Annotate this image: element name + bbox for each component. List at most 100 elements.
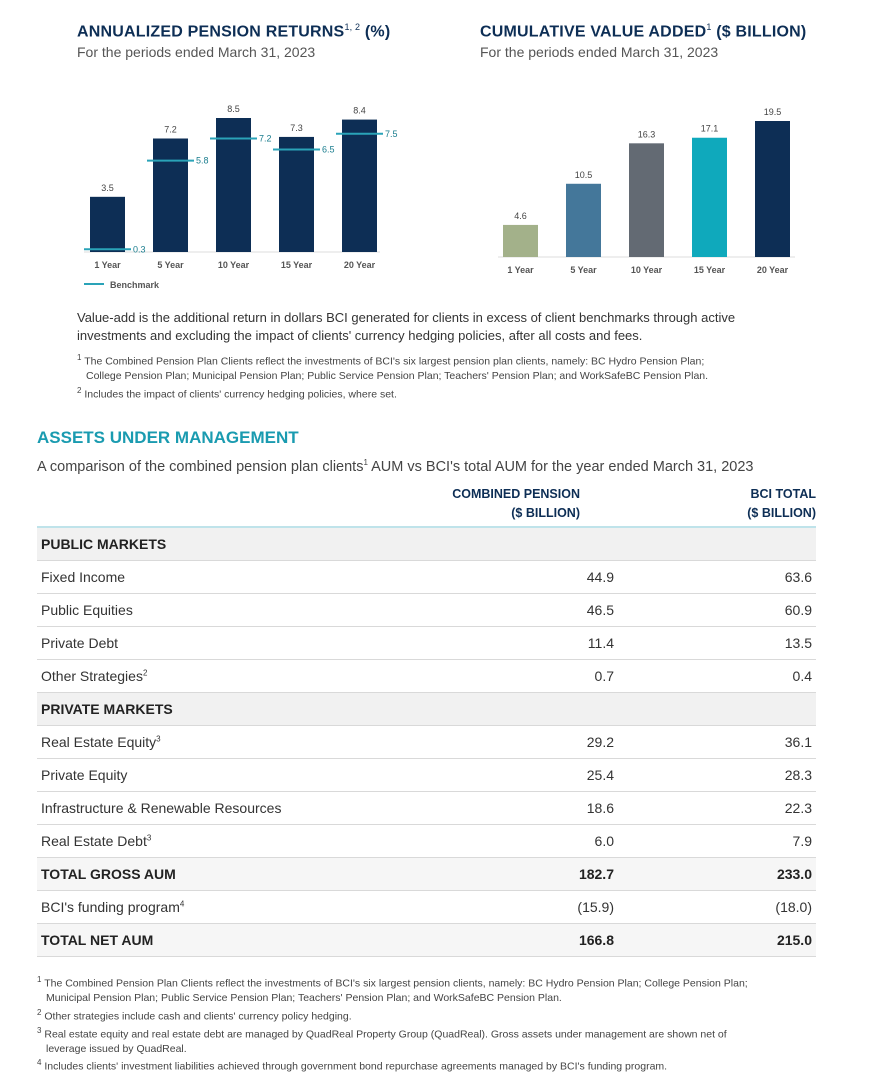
bci-total-value: 7.9 bbox=[618, 824, 816, 858]
value-added-bar bbox=[692, 137, 727, 257]
footnote: 1 The Combined Pension Plan Clients refl… bbox=[77, 353, 709, 382]
benchmark-value-label: 7.5 bbox=[385, 129, 398, 139]
combined-pension-value: 166.8 bbox=[480, 923, 618, 957]
aum-subtitle: A comparison of the combined pension pla… bbox=[37, 458, 754, 475]
row-label: BCI's funding program4 bbox=[37, 890, 480, 924]
bci-total-value: 36.1 bbox=[618, 725, 816, 759]
benchmark-value-label: 6.5 bbox=[322, 145, 335, 155]
combined-pension-value: 29.2 bbox=[480, 725, 618, 759]
combined-pension-value bbox=[480, 527, 618, 561]
row-label: TOTAL GROSS AUM bbox=[37, 857, 480, 891]
x-tick-label: 15 Year bbox=[694, 265, 726, 275]
x-tick-label: 20 Year bbox=[757, 265, 789, 275]
row-label: Real Estate Equity3 bbox=[37, 725, 480, 759]
combined-pension-value: (15.9) bbox=[480, 890, 618, 924]
bci-total-value: 13.5 bbox=[618, 626, 816, 660]
aum-table: PUBLIC MARKETS Fixed Income 44.9 63.6 Public… bbox=[37, 526, 816, 957]
return-bar bbox=[342, 119, 377, 252]
x-tick-label: 15 Year bbox=[281, 260, 313, 270]
x-tick-label: 1 Year bbox=[94, 260, 121, 270]
benchmark-value-label: 5.8 bbox=[196, 156, 209, 166]
benchmark-value-label: 7.2 bbox=[259, 133, 272, 143]
bci-total-value: 28.3 bbox=[618, 758, 816, 792]
left-chart-title: ANNUALIZED PENSION RETURNS1, 2 (%) bbox=[77, 22, 391, 41]
bar-value-label: 8.5 bbox=[227, 104, 240, 114]
row-label: Private Debt bbox=[37, 626, 480, 660]
table-row: Real Estate Equity3 29.2 36.1 bbox=[37, 725, 816, 759]
combined-pension-value bbox=[480, 692, 618, 726]
bci-total-value: 233.0 bbox=[618, 857, 816, 891]
footnote: 3 Real estate equity and real estate deb… bbox=[37, 1025, 727, 1055]
value-added-bar bbox=[755, 121, 790, 257]
right-chart-subtitle: For the periods ended March 31, 2023 bbox=[480, 44, 719, 60]
row-label: TOTAL NET AUM bbox=[37, 923, 480, 957]
aum-footnotes: 1 The Combined Pension Plan Clients refl… bbox=[37, 973, 837, 1074]
x-tick-label: 5 Year bbox=[570, 265, 597, 275]
chart-footnotes: 1 The Combined Pension Plan Clients refl… bbox=[77, 351, 817, 402]
aum-title: ASSETS UNDER MANAGEMENT bbox=[37, 428, 299, 447]
total-row: TOTAL GROSS AUM 182.7 233.0 bbox=[37, 857, 816, 891]
bci-total-value: 63.6 bbox=[618, 560, 816, 594]
return-bar bbox=[279, 136, 314, 252]
row-label: Public Equities bbox=[37, 593, 480, 627]
bci-total-value bbox=[618, 527, 816, 561]
bar-value-label: 3.5 bbox=[101, 183, 114, 193]
x-tick-label: 10 Year bbox=[218, 260, 250, 270]
row-label: Other Strategies2 bbox=[37, 659, 480, 693]
benchmark-value-label: 0.3 bbox=[133, 244, 146, 254]
bar-value-label: 17.1 bbox=[701, 124, 719, 134]
combined-pension-value: 25.4 bbox=[480, 758, 618, 792]
table-row: Infrastructure & Renewable Resources 18.6… bbox=[37, 791, 816, 825]
bci-total-value: 0.4 bbox=[618, 659, 816, 693]
bar-value-label: 8.4 bbox=[353, 106, 366, 116]
bci-total-value: (18.0) bbox=[618, 890, 816, 924]
table-row: BCI's funding program4 (15.9) (18.0) bbox=[37, 890, 816, 924]
row-label: PRIVATE MARKETS bbox=[37, 692, 480, 726]
footnote: 4 Includes clients' investment liabiliti… bbox=[37, 1058, 668, 1073]
footnote: 1 The Combined Pension Plan Clients refl… bbox=[37, 975, 748, 1004]
table-row: Private Equity 25.4 28.3 bbox=[37, 758, 816, 792]
value-added-bar bbox=[503, 224, 538, 257]
bar-value-label: 16.3 bbox=[638, 129, 656, 139]
table-row: Other Strategies2 0.7 0.4 bbox=[37, 659, 816, 693]
total-row: TOTAL NET AUM 166.8 215.0 bbox=[37, 923, 816, 957]
bci-total-value: 215.0 bbox=[618, 923, 816, 957]
combined-pension-value: 182.7 bbox=[480, 857, 618, 891]
bci-total-value bbox=[618, 692, 816, 726]
row-label: Infrastructure & Renewable Resources bbox=[37, 791, 480, 825]
return-bar bbox=[216, 118, 251, 252]
section-row: PRIVATE MARKETS bbox=[37, 692, 816, 726]
value-add-text: Value-add is the additional return in do… bbox=[77, 310, 736, 343]
combined-pension-value: 46.5 bbox=[480, 593, 618, 627]
table-row: Private Debt 11.4 13.5 bbox=[37, 626, 816, 660]
footnote: 2 Other strategies include cash and clie… bbox=[37, 1007, 352, 1023]
section-row: PUBLIC MARKETS bbox=[37, 527, 816, 561]
table-row: Fixed Income 44.9 63.6 bbox=[37, 560, 816, 594]
combined-pension-value: 18.6 bbox=[480, 791, 618, 825]
row-label: PUBLIC MARKETS bbox=[37, 527, 480, 561]
row-label: Fixed Income bbox=[37, 560, 480, 594]
cumulative-value-chart: 4.6 1 Year 10.5 5 Year 16.3 10 Year 17.1 15 Yea… bbox=[498, 107, 795, 275]
bci-total-value: 60.9 bbox=[618, 593, 816, 627]
return-bar bbox=[153, 138, 188, 252]
annualized-returns-chart: Benchmark 3.5 0.3 1 Year 7.2 5.8 5 Year 8.5 7.2… bbox=[84, 104, 398, 290]
bar-value-label: 10.5 bbox=[575, 170, 593, 180]
bar-value-label: 7.3 bbox=[290, 123, 303, 133]
col-header-combined: COMBINED PENSION ($ BILLION) bbox=[452, 487, 580, 520]
value-added-bar bbox=[629, 143, 664, 257]
bci-total-value: 22.3 bbox=[618, 791, 816, 825]
combined-pension-value: 6.0 bbox=[480, 824, 618, 858]
col-header-bci-total: BCI TOTAL ($ BILLION) bbox=[747, 487, 816, 520]
combined-pension-value: 44.9 bbox=[480, 560, 618, 594]
right-chart-title: CUMULATIVE VALUE ADDED1 ($ BILLION) bbox=[480, 22, 807, 41]
table-row: Public Equities 46.5 60.9 bbox=[37, 593, 816, 627]
row-label: Real Estate Debt3 bbox=[37, 824, 480, 858]
row-label: Private Equity bbox=[37, 758, 480, 792]
x-tick-label: 20 Year bbox=[344, 260, 376, 270]
combined-pension-value: 11.4 bbox=[480, 626, 618, 660]
benchmark-legend-label: Benchmark bbox=[110, 280, 160, 290]
table-row: Real Estate Debt3 6.0 7.9 bbox=[37, 824, 816, 858]
combined-pension-value: 0.7 bbox=[480, 659, 618, 693]
x-tick-label: 1 Year bbox=[507, 265, 534, 275]
